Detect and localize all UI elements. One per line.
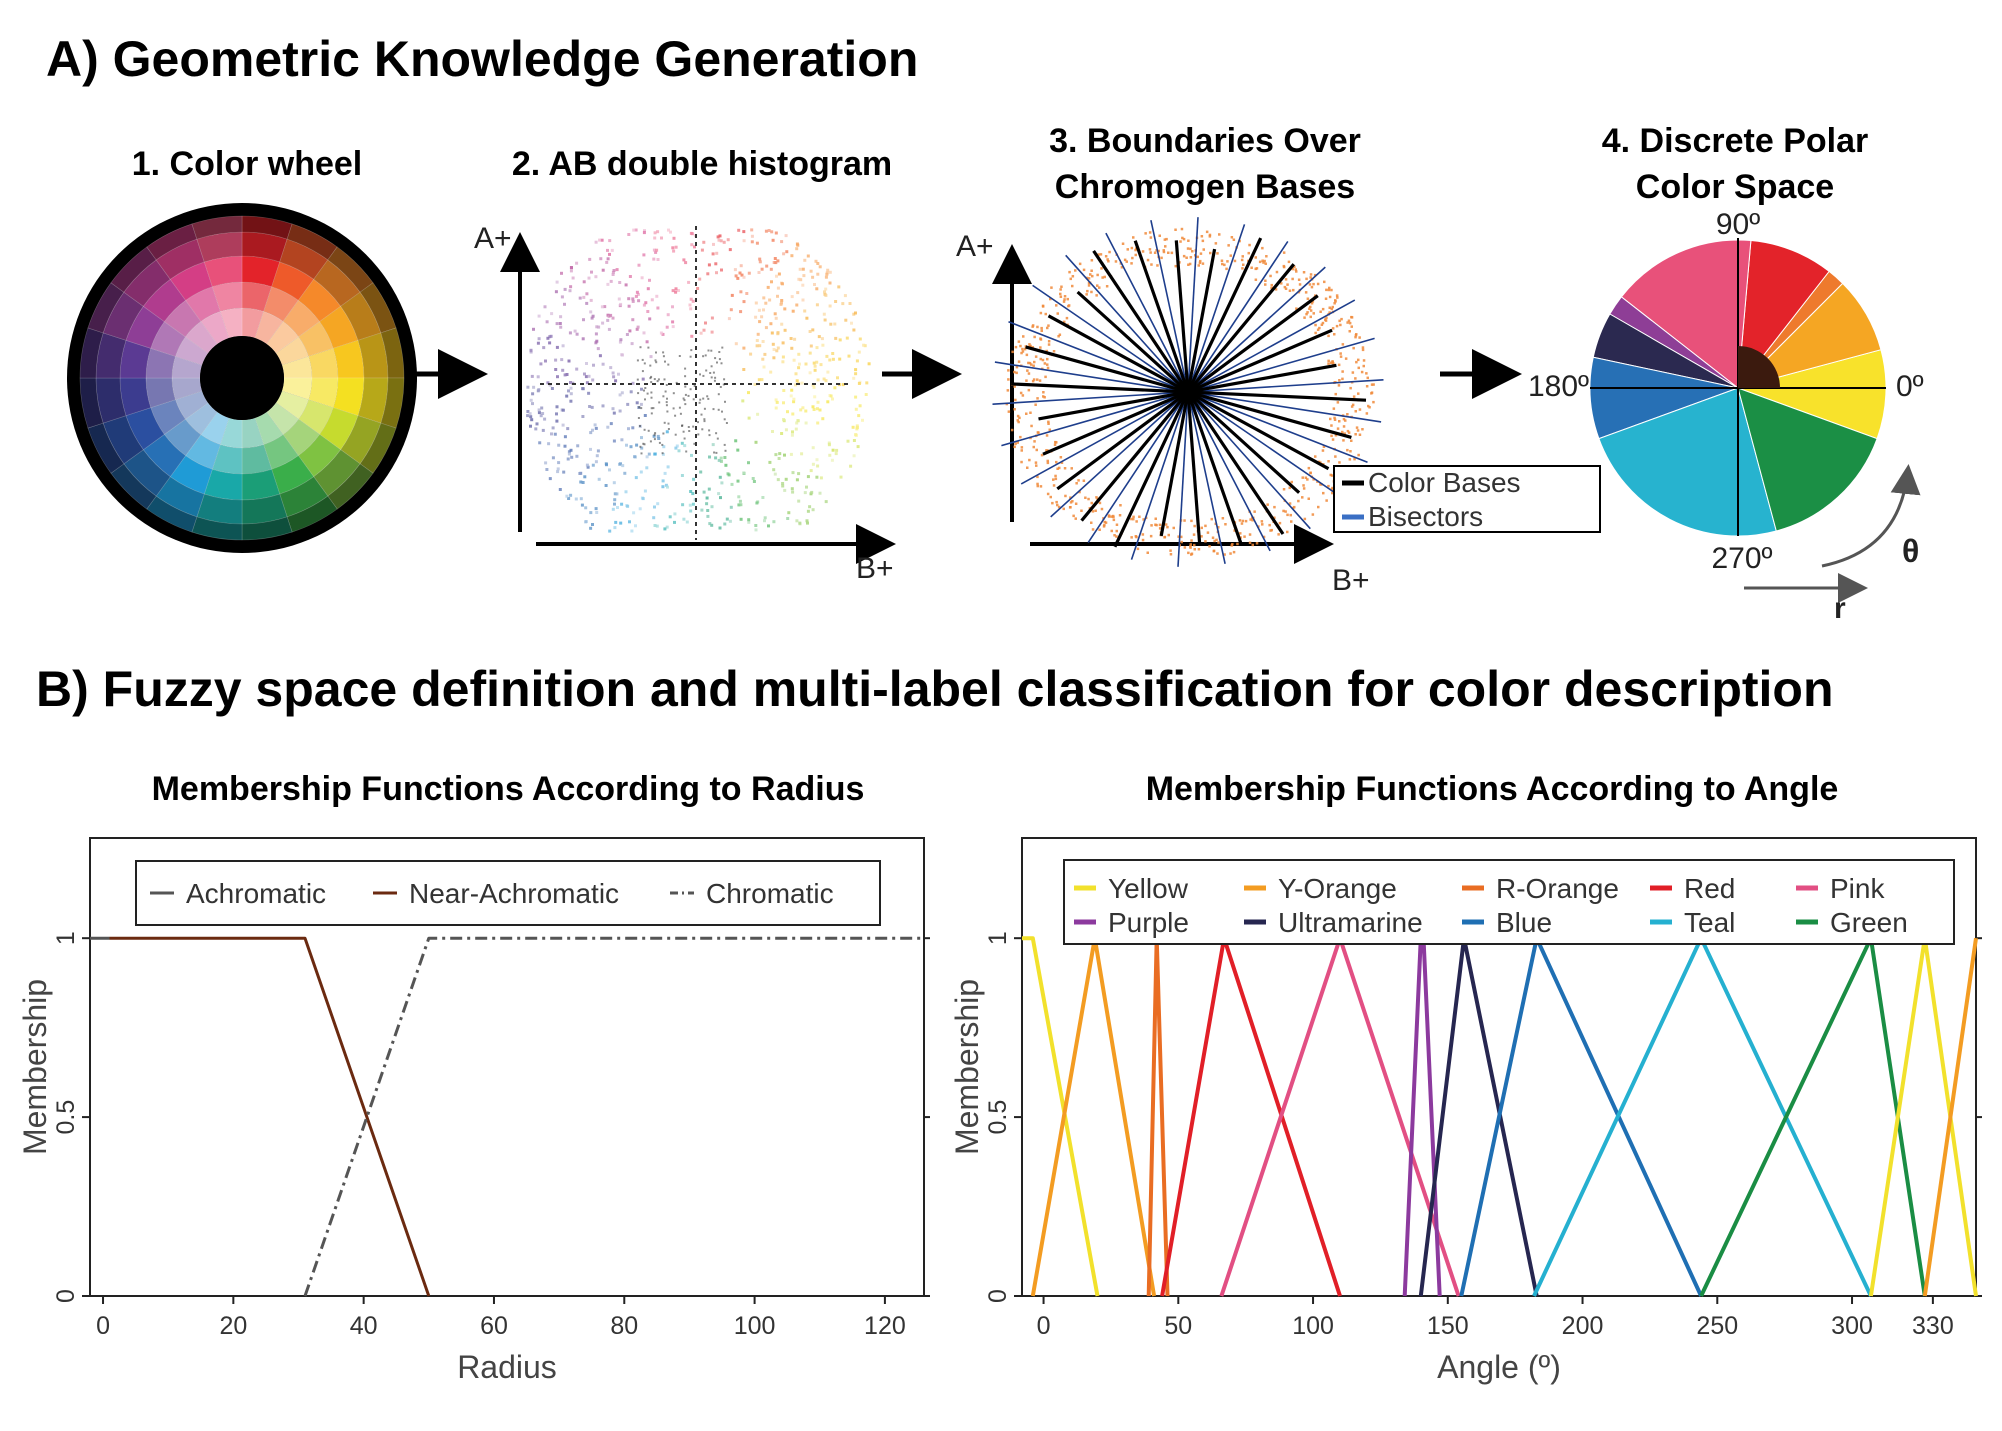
legend-bisectors: Bisectors [1368,501,1483,532]
angle-chart-xtick-7: 330 [1912,1312,1954,1340]
step4-title-line1: 4. Discrete Polar [1602,122,1868,160]
polar-sector-teal [1598,387,1777,537]
angle-chart-series-y-orange-1 [1030,936,1157,1297]
angle-chart-series-purple-5 [1402,936,1442,1297]
radius-legend-0: Achromatic [186,878,326,909]
ab-histogram: A+ B+ [474,222,896,585]
angle-legend-6: Ultramarine [1278,907,1423,938]
angle-legend-0: Yellow [1108,873,1189,904]
angle-legend-3: Red [1684,873,1735,904]
polar-sector-green [1737,387,1878,532]
boundaries-legend [1333,465,1601,533]
angle-chart-xtick-1: 50 [1164,1312,1192,1340]
radius-chart-ylabel: Membership [17,979,53,1155]
angle-chart-xtick-6: 300 [1831,1312,1873,1340]
histogram-scatter [526,228,871,533]
angle-chart-xtick-3: 150 [1427,1312,1469,1340]
polar-sector-pink [1620,239,1752,389]
polar-sector-red [1737,240,1830,390]
theta-label: θ [1902,533,1919,569]
polar-color-space: 90º 180º 0º 270º θ r [1528,208,1924,625]
radius-legend-1: Near-Achromatic [409,878,619,909]
step4-title-line2: Color Space [1636,168,1834,206]
angle-chart: 0 50 100 150 200 250 300 330 0 0.5 1 Angle (º) Membe… [949,837,1982,1385]
angle-chart-series-red-3 [1160,936,1342,1297]
boundaries-a-label: A+ [956,230,994,263]
radius-chart-ytick-1: 0.5 [52,1100,80,1135]
radius-chart-title: Membership Functions According to Radius [152,770,865,808]
polar-label-0: 0º [1896,370,1924,403]
angle-legend-2: R-Orange [1496,873,1619,904]
step3-title-line2: Chromogen Bases [1055,168,1355,206]
angle-chart-xlabel: Angle (º) [1437,1349,1561,1385]
theta-arrow [1821,464,1921,568]
section-a-title: A) Geometric Knowledge Generation [46,31,918,87]
polar-label-270: 270º [1711,542,1772,575]
radius-chart-series-near-achromatic-1 [109,936,431,1297]
angle-chart-xtick-4: 200 [1562,1312,1604,1340]
angle-chart-xtick-5: 250 [1696,1312,1738,1340]
angle-chart-series-blue-7 [1459,936,1703,1297]
angle-chart-xtick-0: 0 [1037,1312,1051,1340]
polar-label-180: 180º [1528,370,1589,403]
angle-chart-ytick-0: 0 [984,1289,1012,1303]
angle-legend-7: Blue [1496,907,1552,938]
angle-chart-title: Membership Functions According to Angle [1146,770,1839,808]
radius-chart-xtick-5: 100 [734,1312,776,1340]
step1-title: 1. Color wheel [132,145,363,183]
color-wheel [67,203,417,553]
angle-chart-series-y-orange-11 [1922,937,1978,1297]
angle-chart-series-green-9 [1699,936,1927,1297]
step3-title-line1: 3. Boundaries Over [1049,122,1361,160]
angle-chart-series-pink-4 [1219,936,1461,1297]
polar-label-90: 90º [1716,208,1760,241]
radius-chart-xtick-0: 0 [96,1312,110,1340]
section-b-title: B) Fuzzy space definition and multi-labe… [36,661,1834,717]
achromatic-core [1738,346,1780,388]
legend-color-bases: Color Bases [1368,467,1521,498]
radius-chart-xtick-2: 40 [350,1312,378,1340]
radius-chart-series-chromatic-2 [303,936,924,1297]
histogram-b-label: B+ [856,552,894,585]
step2-title: 2. AB double histogram [512,145,892,183]
radius-chart-ytick-0: 0 [52,1289,80,1303]
angle-legend-5: Purple [1108,907,1189,938]
boundaries-b-label: B+ [1332,564,1370,597]
radius-legend-2: Chromatic [706,878,834,909]
radius-chart-ytick-2: 1 [52,931,80,945]
radius-chart: 0 20 40 60 80 100 120 0 0.5 1 Radius Membership Achr… [17,837,930,1385]
boundaries-chart: A+ B+ Color Bases Bisectors [956,217,1601,597]
radius-chart-xtick-1: 20 [219,1312,247,1340]
histogram-a-label: A+ [474,222,512,255]
angle-legend-9: Green [1830,907,1908,938]
angle-chart-ytick-2: 1 [984,931,1012,945]
angle-legend-1: Y-Orange [1278,873,1397,904]
angle-chart-xtick-2: 100 [1292,1312,1334,1340]
radius-chart-xtick-3: 60 [480,1312,508,1340]
angle-legend-4: Pink [1830,873,1885,904]
angle-chart-ylabel: Membership [949,979,985,1155]
r-label: r [1834,592,1846,625]
polar-sector-blue [1589,356,1740,440]
polar-sector-yellow [1736,349,1887,440]
angle-chart-series-yellow-0 [1022,936,1100,1297]
angle-chart-series-r-orange-2 [1146,936,1170,1297]
angle-chart-series-yellow-10 [1868,936,1978,1297]
radius-chart-xtick-4: 80 [610,1312,638,1340]
radius-chart-xlabel: Radius [457,1349,557,1385]
angle-chart-series-teal-8 [1532,936,1873,1297]
angle-chart-ytick-1: 0.5 [984,1100,1012,1135]
radius-chart-xtick-6: 120 [864,1312,906,1340]
angle-legend-8: Teal [1684,907,1735,938]
